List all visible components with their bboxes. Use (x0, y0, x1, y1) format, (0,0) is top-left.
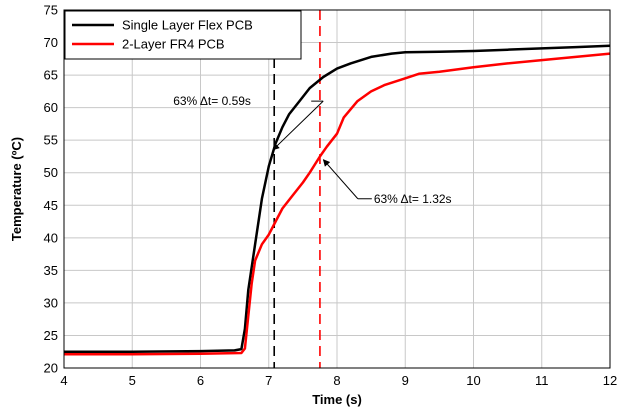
series-lines (64, 44, 611, 356)
x-tick-label: 12 (603, 373, 617, 388)
x-tick-label: 7 (265, 373, 272, 388)
y-tick-label: 35 (44, 263, 58, 278)
marker-lines (273, 10, 321, 368)
x-axis-title: Time (s) (312, 392, 362, 407)
series-line-1 (64, 52, 611, 356)
y-tick-label: 70 (44, 35, 58, 50)
y-tick-label: 55 (44, 133, 58, 148)
y-axis-title: Temperature (ºC) (9, 137, 24, 241)
x-tick-label: 4 (60, 373, 67, 388)
x-tick-label: 6 (197, 373, 204, 388)
y-tick-label: 65 (44, 68, 58, 83)
x-tick-label: 9 (402, 373, 409, 388)
y-tick-label: 60 (44, 100, 58, 115)
y-tick-label: 25 (44, 328, 58, 343)
annotation-label-1: 63% Δt= 1.32s (374, 192, 452, 206)
legend-label-2-layer: 2-Layer FR4 PCB (122, 37, 225, 52)
y-tick-label: 75 (44, 3, 58, 18)
x-tick-label: 5 (129, 373, 136, 388)
y-tick-label: 45 (44, 198, 58, 213)
annotations: 63% Δt= 0.59s 63% Δt= 1.32s (173, 94, 451, 206)
y-tick-label: 50 (44, 165, 58, 180)
legend-box (64, 10, 302, 60)
x-tick-label: 8 (333, 373, 340, 388)
series-line-0 (64, 44, 611, 353)
y-tick-label: 30 (44, 295, 58, 310)
legend: Single Layer Flex PCB 2-Layer FR4 PCB (64, 10, 302, 60)
legend-label-single-layer: Single Layer Flex PCB (122, 18, 253, 33)
x-tick-label: 10 (466, 373, 480, 388)
annotation-arrow-1 (322, 159, 359, 200)
annotation-arrow-0 (272, 100, 324, 151)
grid (63, 9, 611, 369)
x-tick-label: 11 (535, 373, 549, 388)
y-tick-label: 40 (44, 230, 58, 245)
annotation-label-0: 63% Δt= 0.59s (173, 94, 251, 108)
y-tick-label: 20 (44, 361, 58, 376)
plot-area-frame (63, 9, 611, 369)
